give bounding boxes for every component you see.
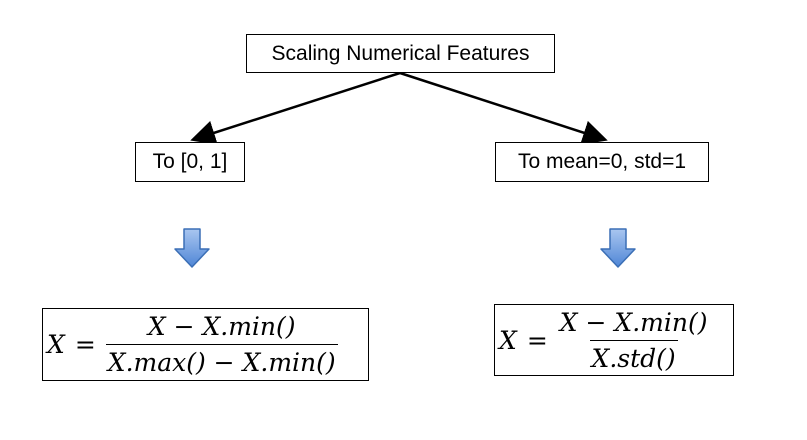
minmax-formula-box: X = X − X.min() X.max() − X.min() <box>42 308 369 381</box>
formula-equals: = <box>526 325 548 355</box>
formula-equals: = <box>74 330 96 359</box>
formula-numerator: X − X.min() <box>147 312 296 341</box>
left-branch-box: To [0, 1] <box>135 142 245 182</box>
right-branch-box: To mean=0, std=1 <box>495 142 709 182</box>
formula-lhs: X <box>47 330 65 359</box>
root-node-box: Scaling Numerical Features <box>246 34 555 73</box>
connector-arrow-left <box>190 71 401 145</box>
formula-numerator: X − X.min() <box>559 307 708 337</box>
formula-denominator: X.std() <box>589 339 678 373</box>
formula-denominator: X.max() − X.min() <box>105 344 338 377</box>
formula-lhs: X <box>499 325 517 355</box>
root-node-label: Scaling Numerical Features <box>271 41 530 65</box>
down-arrow-icon-left <box>174 228 210 268</box>
right-branch-label: To mean=0, std=1 <box>517 150 687 173</box>
standardize-formula-box: X = X − X.min() X.std() <box>494 304 734 376</box>
down-arrow-icon-right <box>600 228 636 268</box>
connector-arrow-right <box>399 71 608 145</box>
left-branch-label: To [0, 1] <box>152 150 228 173</box>
formula-fraction: X − X.min() X.max() − X.min() <box>105 312 338 377</box>
formula-fraction: X − X.min() X.std() <box>558 308 710 373</box>
